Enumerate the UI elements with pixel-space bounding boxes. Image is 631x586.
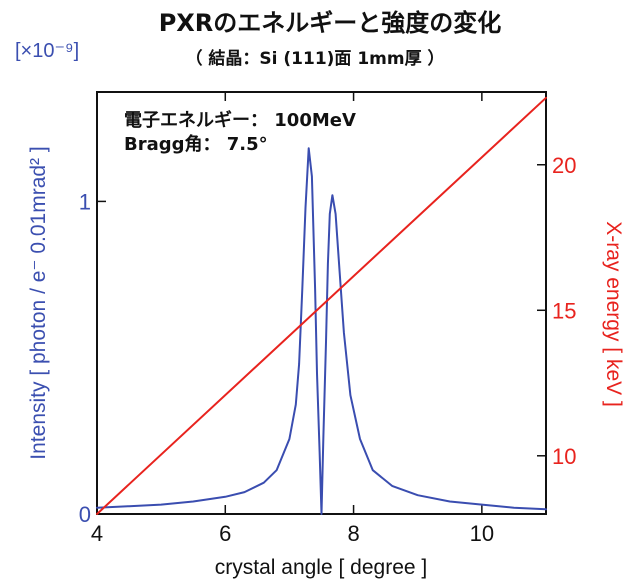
- left-y-tick-label: 0: [79, 502, 91, 527]
- right-y-axis-label: X-ray energy [ keV ]: [602, 221, 625, 407]
- right-y-tick-label: 20: [552, 153, 576, 178]
- right-y-tick-label: 10: [552, 444, 576, 469]
- x-axis-label: crystal angle [ degree ]: [215, 556, 427, 579]
- xray-energy-line: [96, 96, 547, 515]
- left-y-axis-label: Intensity [ photon / e⁻ 0.01mrad² ]: [27, 146, 50, 459]
- tick-labels: 4 6 8 10 0 1 10 15 20: [79, 153, 577, 546]
- chart-title: PXRのエネルギーと強度の変化: [159, 9, 502, 37]
- x-tick-label: 8: [347, 521, 359, 546]
- series-layer: [96, 96, 547, 515]
- left-y-tick-label: 1: [79, 189, 91, 214]
- annotation-bragg-angle: Bragg角： 7.5°: [124, 133, 268, 155]
- annotation-electron-energy: 電子エネルギー： 100MeV: [124, 110, 356, 131]
- right-y-tick-label: 15: [552, 298, 576, 323]
- chart-subtitle: （ 結晶：Si (111)面 1mm厚 ）: [185, 48, 444, 69]
- x-tick-label: 6: [219, 521, 231, 546]
- x-tick-label: 10: [470, 521, 494, 546]
- left-axis-scale-label: [×10⁻⁹]: [15, 40, 79, 62]
- x-tick-label: 4: [91, 521, 103, 546]
- intensity-line: [96, 147, 547, 515]
- tick-marks: [96, 92, 546, 515]
